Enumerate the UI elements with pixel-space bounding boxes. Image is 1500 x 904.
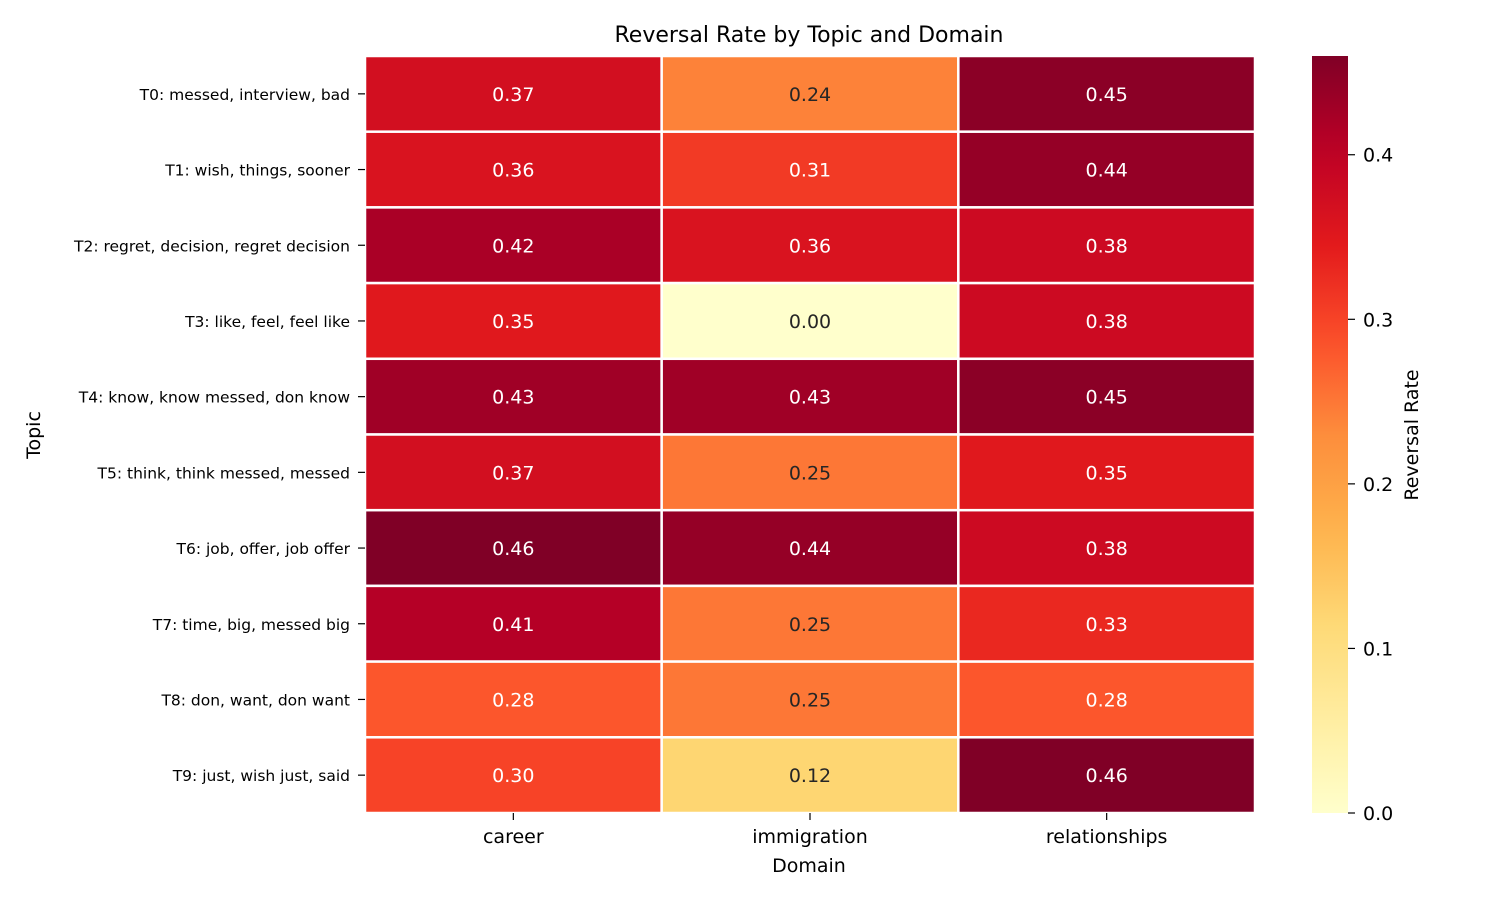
cell-value-label: 0.44 (1086, 160, 1128, 182)
cell-value-label: 0.46 (492, 538, 534, 560)
y-tick-label: T7: time, big, messed big (152, 616, 350, 634)
heatmap-cell-labels: 0.37 0.24 0.45 0.36 0.31 0.44 0.42 0.36 0.38 0.35… (492, 84, 1128, 787)
cell-value-label: 0.00 (789, 311, 831, 333)
heatmap-cell (363, 54, 663, 133)
heatmap-cell (660, 357, 960, 436)
y-tick-label: T1: wish, things, sooner (164, 162, 350, 180)
y-tick-label: T8: don, want, don want (160, 691, 350, 709)
cell-value-label: 0.30 (492, 765, 534, 787)
y-tick-label: T0: messed, interview, bad (139, 86, 350, 104)
heatmap-cell (660, 54, 960, 133)
cell-value-label: 0.24 (789, 84, 831, 106)
x-axis-label: Domain (772, 855, 846, 877)
heatmap-cell (957, 584, 1257, 663)
colorbar-ticks: 0.0 0.1 0.2 0.3 0.4 (1348, 145, 1393, 825)
cell-value-label: 0.42 (492, 235, 534, 257)
cell-value-label: 0.45 (1086, 387, 1128, 409)
cell-value-label: 0.41 (492, 614, 534, 636)
cell-value-label: 0.36 (492, 160, 534, 182)
cell-value-label: 0.44 (789, 538, 831, 560)
cell-value-label: 0.37 (492, 84, 534, 106)
cell-value-label: 0.28 (492, 689, 534, 711)
heatmap-cell (363, 584, 663, 663)
cell-value-label: 0.25 (789, 689, 831, 711)
cell-value-label: 0.35 (1086, 462, 1128, 484)
cell-value-label: 0.37 (492, 462, 534, 484)
cell-value-label: 0.38 (1086, 311, 1128, 333)
cell-value-label: 0.36 (789, 235, 831, 257)
cell-value-label: 0.35 (492, 311, 534, 333)
x-tick-label: career (483, 826, 544, 848)
heatmap-cell (363, 736, 663, 815)
x-axis-ticks: career immigration relationships (483, 813, 1167, 848)
cell-value-label: 0.43 (492, 387, 534, 409)
cell-value-label: 0.46 (1086, 765, 1128, 787)
y-tick-label: T3: like, feel, feel like (184, 313, 350, 331)
y-tick-label: T5: think, think messed, messed (97, 464, 350, 482)
colorbar-tick-label: 0.2 (1363, 474, 1393, 496)
y-axis-label: Topic (23, 411, 45, 460)
heatmap-cell (957, 508, 1257, 588)
heatmap-cell (660, 206, 960, 285)
y-tick-label: T6: job, offer, job offer (175, 540, 350, 558)
cell-value-label: 0.28 (1086, 689, 1128, 711)
cell-value-label: 0.38 (1086, 538, 1128, 560)
cell-value-label: 0.25 (789, 462, 831, 484)
heatmap-cell (660, 584, 960, 663)
y-tick-label: T4: know, know messed, don know (78, 389, 351, 407)
heatmap-cell (957, 54, 1257, 133)
colorbar-tick-label: 0.0 (1363, 803, 1393, 825)
chart-title: Reversal Rate by Topic and Domain (615, 23, 1004, 48)
cell-value-label: 0.12 (789, 765, 831, 787)
heatmap-cell (660, 508, 960, 588)
heatmap-cell (363, 281, 663, 361)
heatmap-cell (660, 736, 960, 815)
heatmap-cell (363, 508, 663, 588)
x-tick-label: relationships (1046, 826, 1168, 848)
y-axis-ticks: T0: messed, interview, bad T1: wish, thin… (73, 86, 365, 785)
colorbar-tick-label: 0.4 (1363, 145, 1393, 167)
cell-value-label: 0.31 (789, 160, 831, 182)
heatmap-cell (957, 660, 1257, 739)
cell-value-label: 0.25 (789, 614, 831, 636)
colorbar-label: Reversal Rate (1401, 369, 1423, 500)
x-tick-label: immigration (752, 826, 867, 848)
heatmap-cell (957, 281, 1257, 361)
cell-value-label: 0.33 (1086, 614, 1128, 636)
cell-value-label: 0.45 (1086, 84, 1128, 106)
heatmap-cell (660, 433, 960, 512)
colorbar-tick-label: 0.3 (1363, 309, 1393, 331)
y-tick-label: T9: just, wish just, said (172, 767, 350, 785)
colorbar-tick-label: 0.1 (1363, 638, 1393, 660)
heatmap-cell (957, 433, 1257, 512)
heatmap-cells (363, 54, 1257, 815)
colorbar (1312, 56, 1348, 813)
cell-value-label: 0.38 (1086, 235, 1128, 257)
cell-value-label: 0.43 (789, 387, 831, 409)
y-tick-label: T2: regret, decision, regret decision (73, 237, 350, 255)
heatmap-cell (957, 736, 1257, 815)
heatmap-cell (957, 130, 1257, 209)
